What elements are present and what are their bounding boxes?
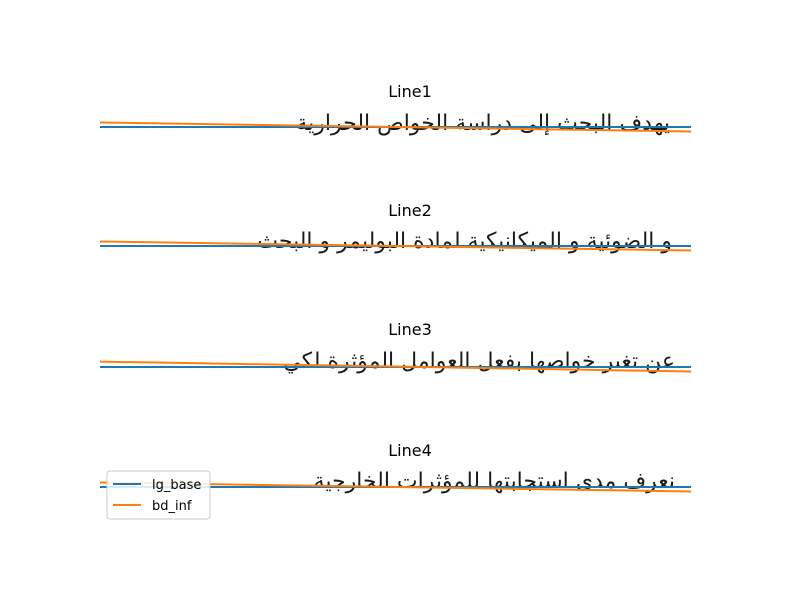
legend: lg_base bd_inf — [106, 470, 211, 520]
series-line-bd-inf — [99, 121, 692, 133]
panel-title: Line3 — [388, 320, 432, 339]
line-text: يهدف البحث إلى دراسة الخواص الحرارية — [296, 111, 670, 136]
panel-title: Line2 — [388, 201, 432, 220]
legend-label-lg-base: lg_base — [152, 478, 201, 493]
series-line-bd-inf — [99, 240, 692, 252]
panel-title: Line4 — [388, 441, 432, 460]
panel-title: Line1 — [388, 82, 432, 101]
panel-line1: Line1 يهدف البحث إلى دراسة الخواص الحرار… — [99, 82, 692, 136]
panel-line2: Line2 و الضوئية و الميكانيكية لمادة البو… — [99, 201, 692, 254]
legend-label-bd-inf: bd_inf — [152, 499, 192, 514]
series-line-bd-inf — [99, 360, 692, 373]
panel-line3: Line3 عن تغير خواصها بفعل العوامل المؤثر… — [99, 320, 692, 374]
